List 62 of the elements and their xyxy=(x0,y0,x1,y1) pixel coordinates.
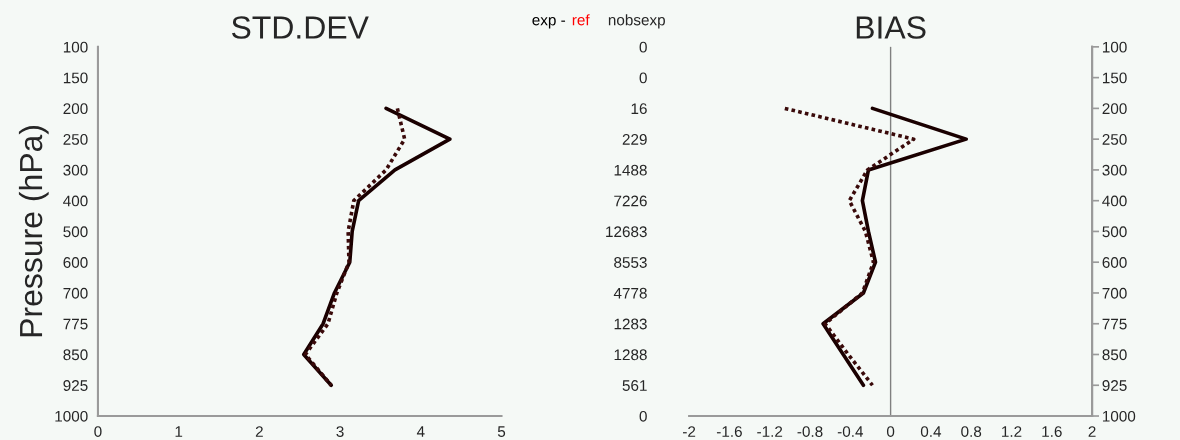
y-tick-label: 400 xyxy=(63,195,88,207)
x-tick-label: -1.6 xyxy=(716,426,742,437)
y-tick-label: 700 xyxy=(63,287,88,299)
y-tick-label: 200 xyxy=(1102,103,1127,115)
y2-tick-label: 4778 xyxy=(613,287,647,299)
y-tick-label: 150 xyxy=(63,72,88,84)
y2-tick-label: 1488 xyxy=(614,164,647,176)
y2-tick-label: 0 xyxy=(639,72,647,84)
y-tick-label: 700 xyxy=(1102,287,1127,299)
y-tick-label: 925 xyxy=(1102,380,1127,391)
y-tick-label: 925 xyxy=(63,380,88,391)
x-tick-label: 5 xyxy=(497,426,506,437)
y-tick-label: 775 xyxy=(63,318,88,330)
y2-tick-label: 229 xyxy=(622,134,647,145)
y-tick-label: 600 xyxy=(1102,257,1127,268)
x-tick-label: 1.2 xyxy=(1002,426,1022,437)
x-tick-label: 1.6 xyxy=(1042,426,1062,437)
x-tick-label: 0 xyxy=(886,426,895,437)
y2-tick-label: 12683 xyxy=(606,226,647,238)
y2-tick-label: 561 xyxy=(622,380,647,391)
y-axis-title: Pressure (hPa) xyxy=(18,126,49,337)
y-tick-label: 250 xyxy=(63,134,88,145)
chart-title: STD.DEV xyxy=(231,16,369,39)
y-tick-label: 1000 xyxy=(1102,410,1136,422)
x-tick-label: 4 xyxy=(416,426,425,437)
x-tick-label: 2 xyxy=(255,426,263,437)
chart-title: BIAS xyxy=(856,16,926,39)
text: exp - xyxy=(532,17,566,29)
x-tick-label: 1 xyxy=(175,426,183,437)
y-tick-label: 300 xyxy=(63,164,88,176)
y2-tick-label: 1288 xyxy=(614,349,647,361)
x-tick-label: -0.4 xyxy=(837,426,864,437)
y-tick-label: 150 xyxy=(1102,72,1127,84)
text: ref xyxy=(572,14,590,26)
y-tick-label: 600 xyxy=(63,257,88,268)
y-tick-label: 250 xyxy=(1102,134,1127,145)
y-tick-label: 1000 xyxy=(55,410,88,422)
y2-axis-title: nobsexp xyxy=(608,14,665,29)
y2-tick-label: 0 xyxy=(639,410,647,422)
y2-tick-label: 7226 xyxy=(614,195,647,207)
y2-tick-label: 8553 xyxy=(614,257,647,268)
y-tick-label: 200 xyxy=(63,103,88,115)
y-tick-label: 850 xyxy=(63,349,88,361)
x-tick-label: 0 xyxy=(94,426,102,437)
y-tick-label: 300 xyxy=(1102,164,1127,176)
y2-tick-label: 0 xyxy=(639,41,647,53)
x-tick-label: -2 xyxy=(683,426,696,437)
x-tick-label: 3 xyxy=(336,426,344,437)
y2-tick-label: 1283 xyxy=(614,318,647,330)
y-tick-label: 500 xyxy=(1102,226,1127,238)
y-tick-label: 400 xyxy=(1102,195,1127,207)
x-tick-label: -1.2 xyxy=(757,426,783,437)
y-tick-label: 850 xyxy=(1102,349,1127,361)
x-tick-label: 2 xyxy=(1088,426,1096,437)
y-tick-label: 100 xyxy=(63,41,88,53)
y-tick-label: 500 xyxy=(63,226,88,238)
y-tick-label: 775 xyxy=(1102,318,1127,330)
y-tick-label: 100 xyxy=(1102,41,1127,53)
x-tick-label: -0.8 xyxy=(797,426,823,437)
y2-tick-label: 16 xyxy=(631,103,647,115)
x-tick-label: 0.4 xyxy=(920,426,942,437)
x-tick-label: 0.8 xyxy=(961,426,982,437)
